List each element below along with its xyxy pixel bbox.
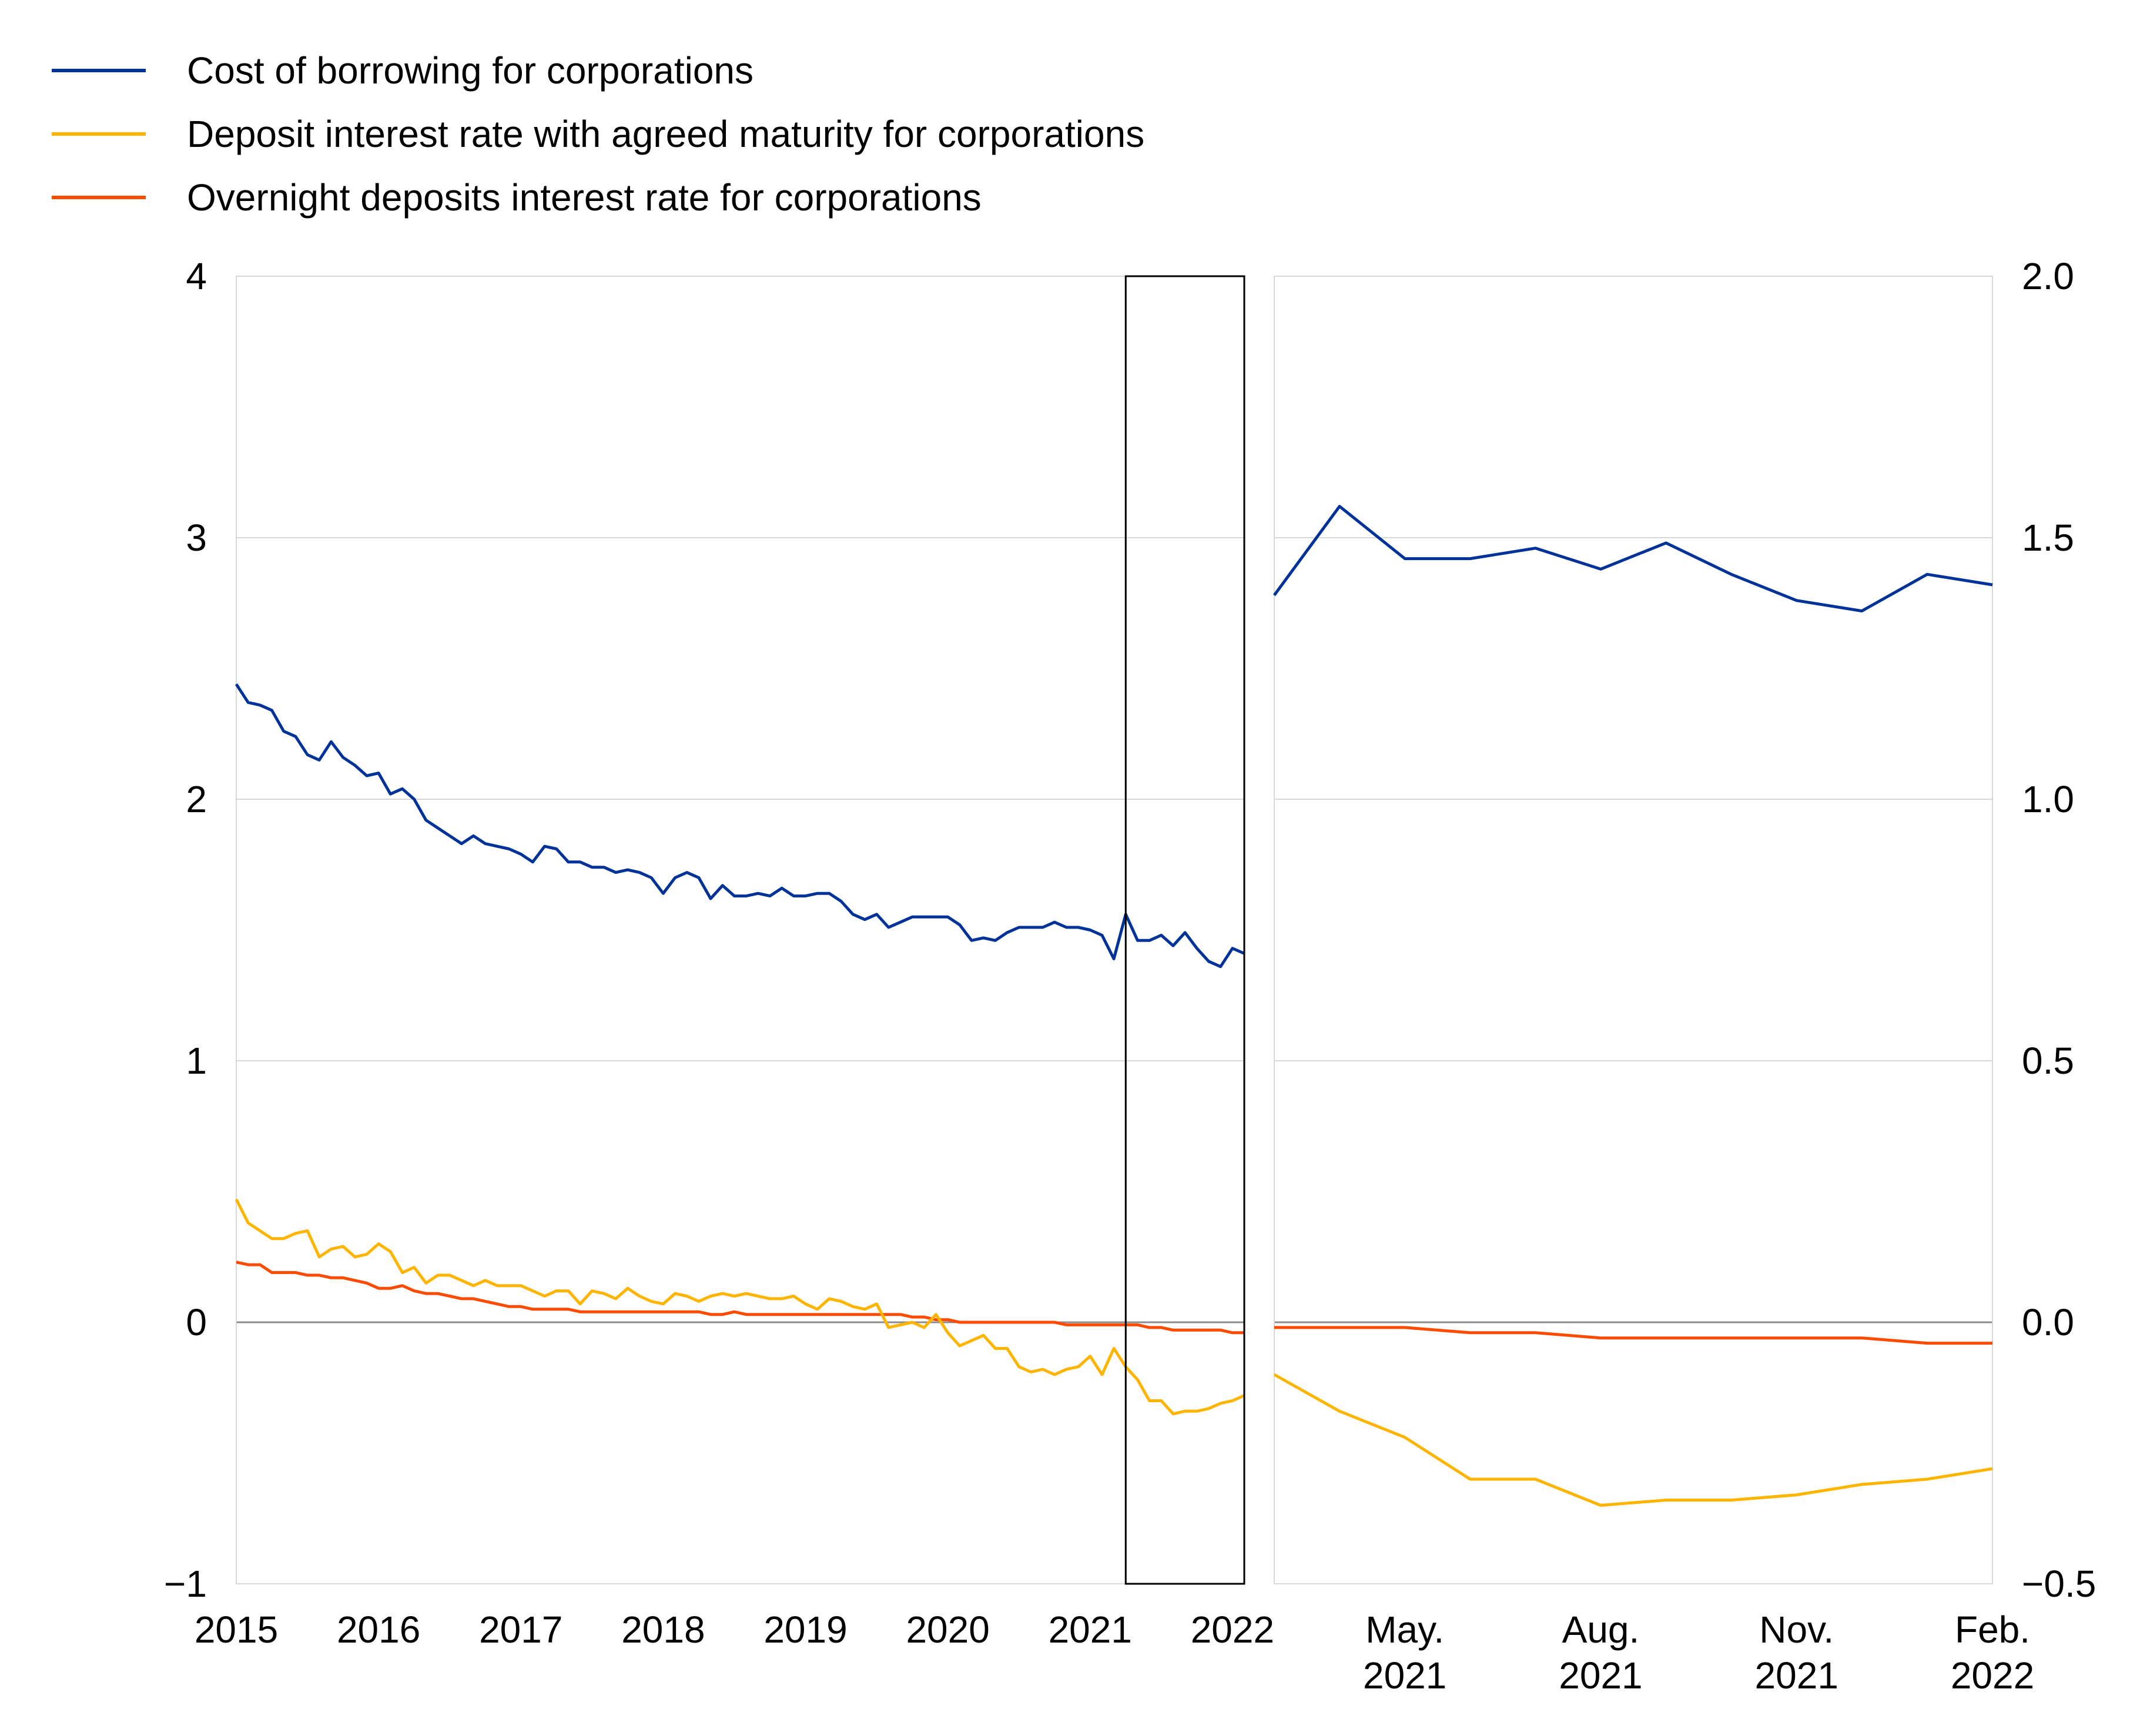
chart-panel-zoom: −0.50.00.51.01.52.0May.2021Aug.2021Nov.2… xyxy=(1272,255,2096,1697)
x-tick-label: 2020 xyxy=(906,1608,989,1651)
legend-label: Cost of borrowing for corporations xyxy=(187,49,753,92)
y-tick-label: 3 xyxy=(186,517,207,559)
x-tick-label: Aug. xyxy=(1562,1608,1640,1651)
y-tick-label-right: 1.5 xyxy=(2022,517,2074,559)
y-tick-label: −1 xyxy=(164,1563,207,1605)
y-tick-label-right: 0.0 xyxy=(2022,1301,2074,1343)
x-tick-label: 2022 xyxy=(1191,1608,1274,1651)
series-line xyxy=(1274,1326,1992,1345)
x-tick-label: 2021 xyxy=(1559,1654,1642,1697)
x-tick-label: 2018 xyxy=(621,1608,705,1651)
x-tick-label: 2021 xyxy=(1363,1654,1446,1697)
series-line xyxy=(1273,1373,1993,1507)
legend-swatch xyxy=(52,132,146,136)
chart-panel-long-run: −1 0 1 2 3 4 2015 2016 2017 2018 2019 2020 2021 2022 xyxy=(164,255,1274,1651)
legend-label: Deposit interest rate with agreed maturi… xyxy=(187,113,1145,155)
y-tick-label-right: 2.0 xyxy=(2022,255,2074,297)
legend-swatch xyxy=(52,69,146,72)
y-tick-label: 1 xyxy=(186,1040,207,1082)
y-tick-label-right: 0.5 xyxy=(2022,1040,2074,1082)
y-tick-label: 0 xyxy=(186,1301,207,1343)
x-tick-label: Nov. xyxy=(1759,1608,1834,1651)
x-tick-label: Feb. xyxy=(1955,1608,2030,1651)
legend-swatch xyxy=(52,196,146,199)
legend-item: Deposit interest rate with agreed maturi… xyxy=(52,108,1144,160)
x-tick-label: 2015 xyxy=(195,1608,278,1651)
legend-item: Overnight deposits interest rate for cor… xyxy=(52,171,982,224)
series-line xyxy=(235,683,1245,968)
series-line xyxy=(1272,505,1993,613)
legend-label: Overnight deposits interest rate for cor… xyxy=(187,176,982,219)
x-tick-label: 2021 xyxy=(1049,1608,1132,1651)
plot-frame xyxy=(1274,276,1993,1584)
y-tick-label-right: −0.5 xyxy=(2022,1563,2096,1605)
y-tick-label: 2 xyxy=(186,778,207,820)
series-line xyxy=(236,1261,1245,1335)
x-tick-label: 2021 xyxy=(1755,1654,1838,1697)
series-line xyxy=(235,1198,1245,1416)
highlight-box xyxy=(1124,275,1245,1585)
legend-item: Cost of borrowing for corporations xyxy=(52,44,753,97)
y-tick-label-right: 1.0 xyxy=(2022,778,2074,820)
x-tick-label: 2022 xyxy=(1951,1654,2034,1697)
x-tick-label: 2017 xyxy=(479,1608,562,1651)
y-tick-label: 4 xyxy=(186,255,207,297)
x-tick-label: May. xyxy=(1365,1608,1444,1651)
x-tick-label: 2016 xyxy=(337,1608,420,1651)
x-tick-label: 2019 xyxy=(763,1608,847,1651)
